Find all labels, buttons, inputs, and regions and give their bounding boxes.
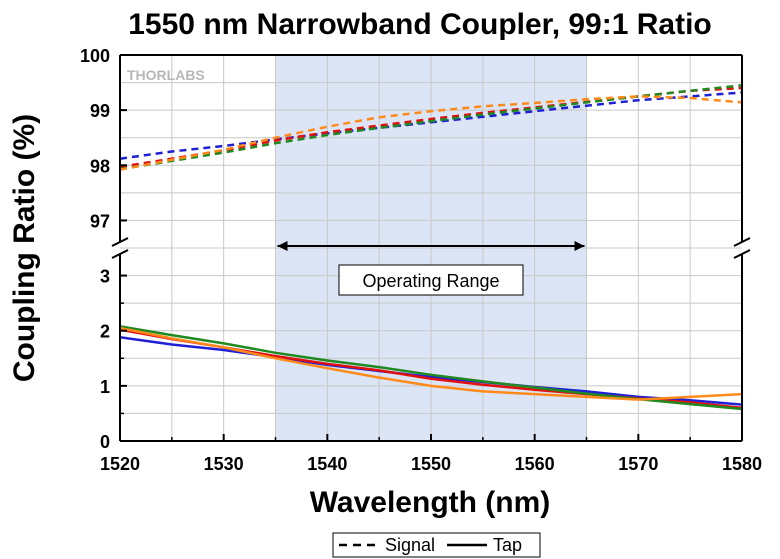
y-tick-label: 97	[90, 211, 110, 231]
x-tick-label: 1570	[618, 454, 658, 474]
chart-title: 1550 nm Narrowband Coupler, 99:1 Ratio	[128, 8, 712, 41]
y-axis-title: Coupling Ratio (%)	[8, 114, 41, 382]
operating-range-arrowhead-left	[277, 241, 288, 251]
signal-series-line-3	[119, 84, 743, 171]
y-tick-label: 98	[90, 156, 110, 176]
axis-break-mark	[111, 249, 129, 259]
x-tick-label: 1530	[204, 454, 244, 474]
x-tick-label: 1580	[722, 454, 762, 474]
thorlabs-logo: THORLABS	[127, 67, 205, 83]
y-tick-label: 100	[80, 46, 110, 66]
legend-label-tap: Tap	[493, 535, 522, 555]
legend: Signal Tap	[332, 532, 541, 558]
legend-label-signal: Signal	[385, 535, 435, 555]
tap-series-line-1	[119, 336, 743, 406]
x-axis-title: Wavelength (nm)	[310, 486, 551, 519]
tap-series-line-4	[119, 326, 743, 401]
x-tick-label: 1560	[515, 454, 555, 474]
axis-break-mark	[733, 249, 751, 259]
y-tick-label: 0	[100, 432, 110, 452]
x-tick-label: 1540	[307, 454, 347, 474]
plot-area: Operating Range THORLABS 1520 1530 1540 1550 1…	[80, 46, 762, 474]
x-tick-label: 1520	[100, 454, 140, 474]
signal-series-line-2	[119, 86, 743, 169]
axis-break-mark	[733, 237, 751, 247]
signal-series-line-4	[119, 95, 743, 171]
operating-range-arrowhead-right	[574, 241, 585, 251]
operating-range-label: Operating Range	[362, 271, 499, 291]
legend-box	[332, 532, 541, 558]
axis-break-mark	[111, 237, 129, 247]
y-tick-label: 3	[100, 267, 110, 287]
y-tick-label: 99	[90, 101, 110, 121]
y-tick-label: 2	[100, 322, 110, 342]
y-tick-label: 1	[100, 377, 110, 397]
operating-range-label-box	[338, 264, 524, 296]
x-tick-label: 1550	[411, 454, 451, 474]
